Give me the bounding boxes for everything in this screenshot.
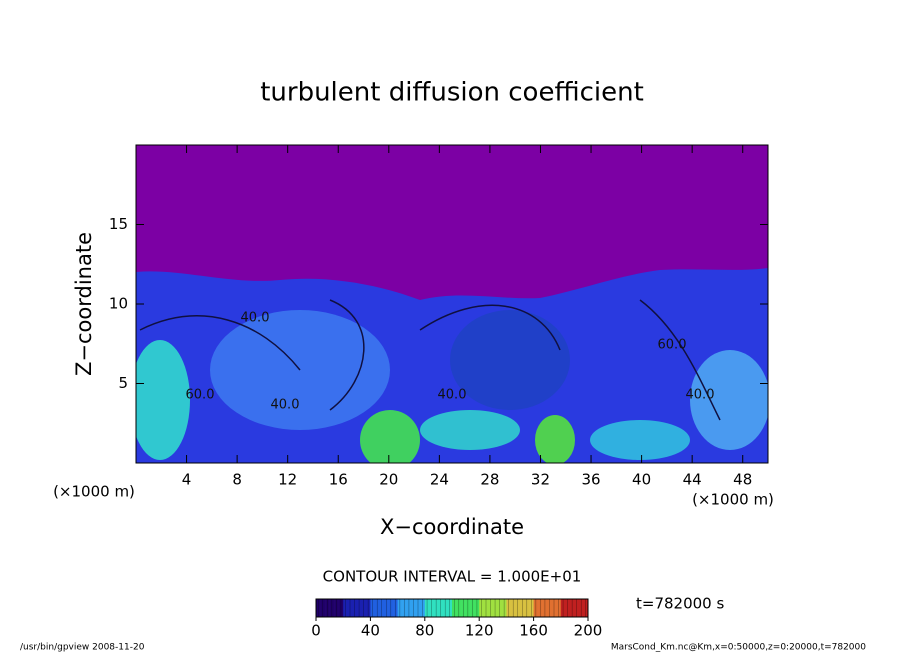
colorbar-frame [315, 598, 589, 618]
y-tick-label: 15 [109, 215, 128, 233]
x-tick-label: 20 [379, 471, 398, 489]
y-tick-label: 10 [109, 295, 128, 313]
colorbar-tick-label: 80 [415, 622, 434, 640]
x-tick-label: 40 [632, 471, 651, 489]
x-tick-label: 8 [232, 471, 242, 489]
x-tick-label: 48 [733, 471, 752, 489]
x-tick-label: 24 [430, 471, 449, 489]
x-tick-label: 44 [683, 471, 702, 489]
colorbar-tick-label: 0 [311, 622, 321, 640]
contour-label: 40.0 [686, 388, 715, 403]
chart-title: turbulent diffusion coefficient [260, 78, 644, 108]
x-tick-label: 12 [278, 471, 297, 489]
x-axis-label: X−coordinate [380, 515, 524, 539]
contour-interval: CONTOUR INTERVAL = 1.000E+01 [323, 568, 582, 586]
contour-label: 60.0 [186, 388, 215, 403]
contour-label: 40.0 [271, 398, 300, 413]
y-unit: (×1000 m) [53, 483, 135, 501]
contour-label: 40.0 [241, 311, 270, 326]
time-label: t=782000 s [636, 595, 724, 613]
y-tick-label: 5 [118, 374, 128, 392]
x-tick-label: 32 [531, 471, 550, 489]
colorbar-tick-label: 200 [574, 622, 603, 640]
colorbar-tick-label: 40 [361, 622, 380, 640]
contour-label: 60.0 [658, 338, 687, 353]
footer-right: MarsCond_Km.nc@Km,x=0:50000,z=0:20000,t=… [611, 643, 866, 653]
footer-left: /usr/bin/gpview 2008-11-20 [20, 643, 145, 653]
x-tick-label: 28 [480, 471, 499, 489]
x-tick-label: 16 [329, 471, 348, 489]
contour-label: 40.0 [438, 388, 467, 403]
x-tick-label: 4 [182, 471, 192, 489]
field [136, 145, 768, 463]
y-axis-label: Z−coordinate [72, 232, 96, 376]
colorbar-tick-label: 120 [465, 622, 494, 640]
colorbar-tick-label: 160 [519, 622, 548, 640]
x-tick-label: 36 [581, 471, 600, 489]
x-unit: (×1000 m) [692, 491, 774, 509]
